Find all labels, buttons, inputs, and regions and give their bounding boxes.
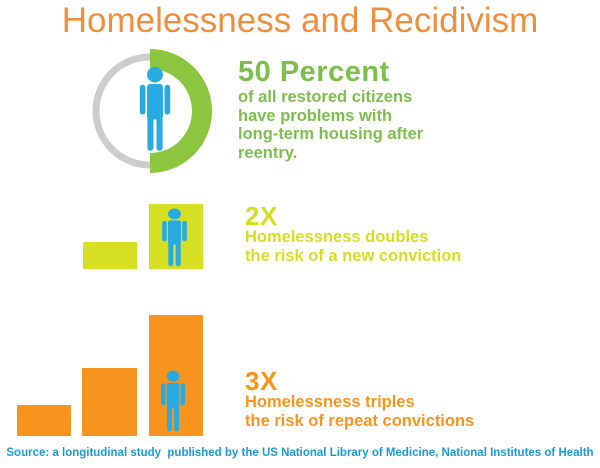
stat-description-line: the risk of repeat convictions [245,411,475,430]
stat-description-line: long-term housing after [238,125,424,143]
stat-description-line: have problems with [238,106,393,125]
source-citation: Source: a longitudinal study published b… [6,447,594,459]
donut-remainder-arc [92,53,151,169]
person-icon [158,370,188,432]
stat-description-line: the risk of a new conviction [245,246,462,265]
section-3x-text: 3X Homelessness triples the risk of repe… [245,366,475,430]
bar-2x-chart-value-1 [83,242,137,269]
bar-3x-chart-value-2 [82,368,137,436]
section-2x-text: 2X Homelessness doubles the risk of a ne… [245,201,462,265]
person-icon [159,208,190,267]
donut-chart-50-percent [92,49,212,173]
stat-description-line: Homelessness triples [245,393,415,411]
stat-description-line: reentry. [238,143,298,162]
donut-value-arc [149,49,212,173]
stat-value: 50 Percent [238,56,390,88]
bar-3x-chart-value-1 [17,405,71,436]
section-50-percent-text: 50 Percent of all restored citizens have… [238,57,423,162]
stat-description-line: of all restored citizens [238,88,413,106]
stat-description-line: Homelessness doubles [245,228,429,246]
stat-value: 3X [245,366,278,396]
page-title: Homelessness and Recidivism [61,1,539,40]
person-icon [136,66,174,152]
stat-value: 2X [245,201,278,231]
